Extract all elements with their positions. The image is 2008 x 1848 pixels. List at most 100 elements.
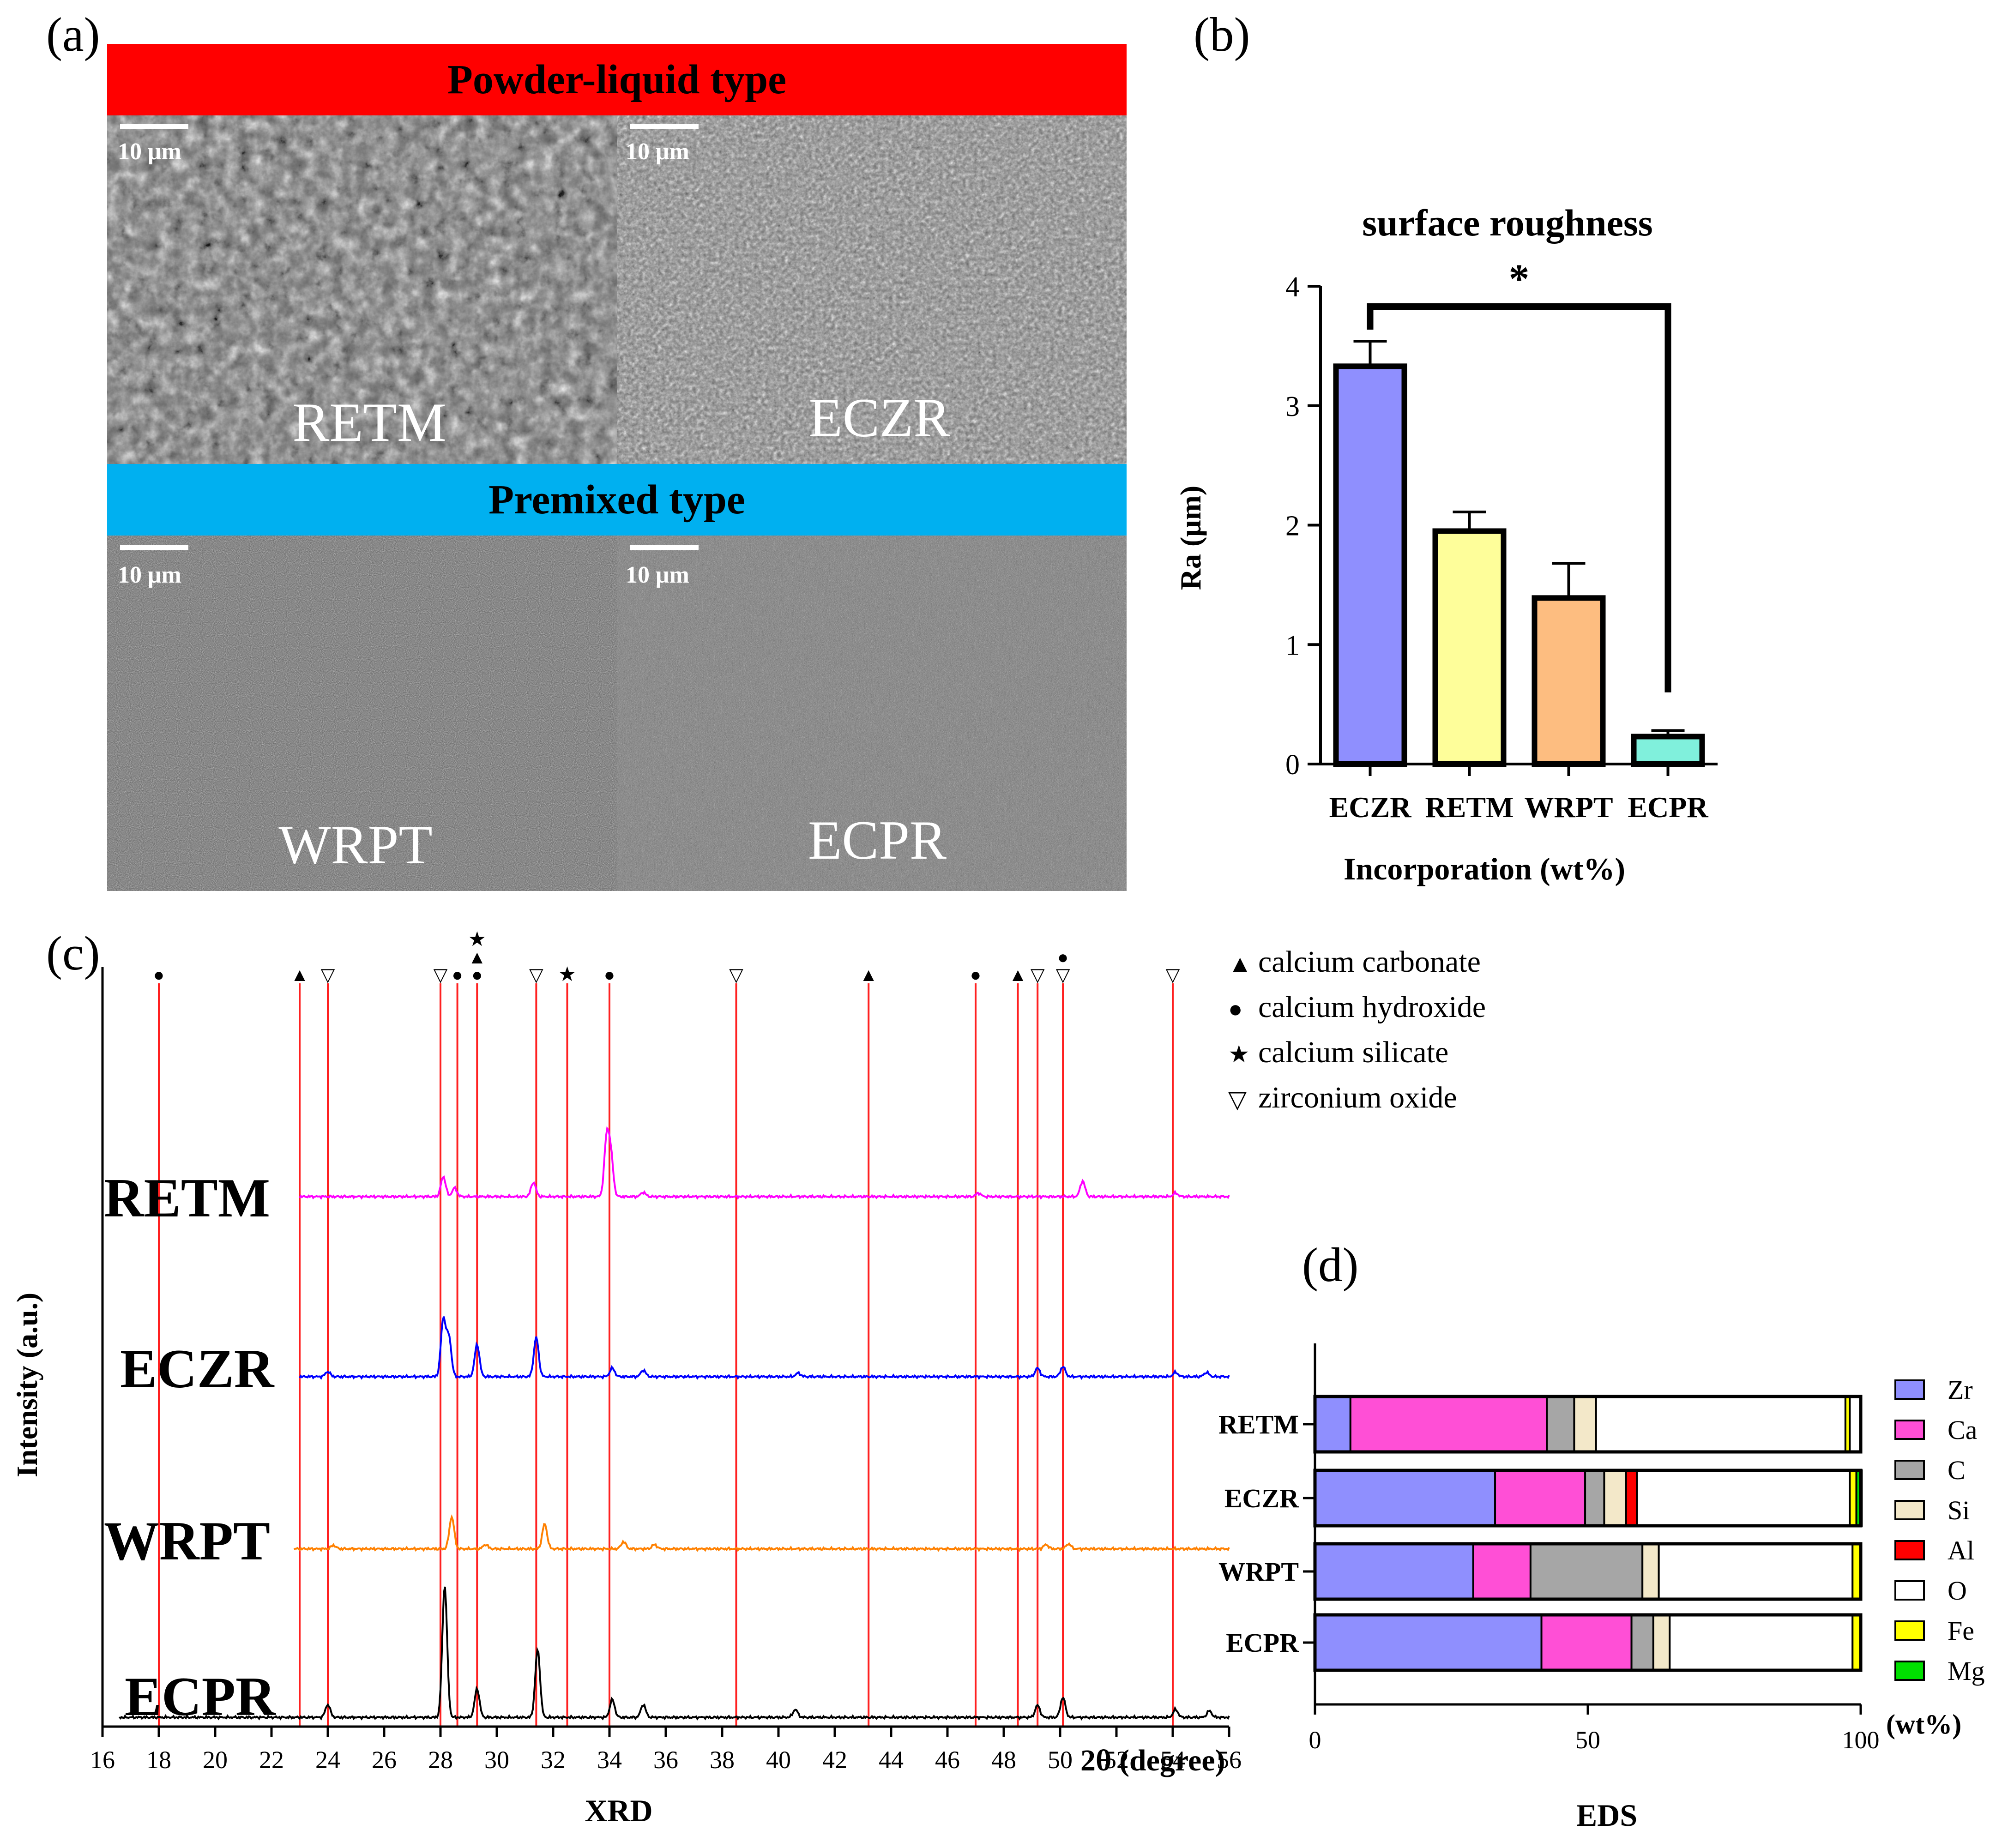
x-tick-label: 38	[710, 1746, 735, 1774]
panel-d: (d) EDS (wt%) 0 50 100 RETM ECZR WRPT ECPR Zr C…	[1218, 1238, 1985, 1833]
segment-c	[1529, 1543, 1644, 1600]
phase-marker: ▽	[1031, 964, 1045, 985]
significance-bracket	[1367, 303, 1671, 692]
phase-marker: ▽	[434, 964, 448, 985]
x-tick-label: 36	[653, 1746, 678, 1774]
legend-label: calcium hydroxide	[1258, 990, 1486, 1024]
x-tick-label: 32	[541, 1746, 566, 1774]
phase-marker: ★	[468, 928, 486, 951]
y-tick-label: 0	[1285, 749, 1300, 781]
panel-c: (c) Intensity (a.u.) XRD 2θ (degree) 16 1…	[11, 926, 1486, 1828]
legend-swatch	[1894, 1580, 1925, 1601]
legend-swatch	[1894, 1540, 1925, 1560]
sem-image-ecpr: ECPR 10 μm	[617, 536, 1127, 891]
x-tick-label: RETM	[1425, 791, 1514, 824]
panel-c-label: (c)	[46, 926, 100, 980]
segment-si	[1641, 1543, 1660, 1600]
phase-marker: ●	[452, 964, 463, 985]
category-label: ECZR	[1224, 1483, 1299, 1513]
x-tick-label: 30	[484, 1746, 509, 1774]
segment-zr	[1314, 1396, 1351, 1453]
segment-c	[1584, 1469, 1605, 1527]
x-tick-label: 40	[766, 1746, 791, 1774]
banner-mid	[107, 464, 1127, 536]
legend-swatch	[1894, 1500, 1925, 1520]
x-tick-label: 34	[597, 1746, 622, 1774]
sem-image-wrpt: WRPT 10 μm	[107, 536, 617, 891]
phase-marker: ▽	[729, 964, 743, 985]
significance-star: *	[1509, 256, 1530, 302]
legend-swatch	[1894, 1420, 1925, 1440]
segment-fe	[1844, 1396, 1851, 1453]
y-tick-label: 1	[1285, 630, 1300, 661]
x-tick-label: WRPT	[1525, 791, 1613, 824]
spectrum-label-ecpr: ECPR	[125, 1666, 276, 1727]
x-tick-label: 28	[428, 1746, 453, 1774]
segment-c	[1630, 1614, 1654, 1671]
segment-c	[1546, 1396, 1575, 1453]
scale-bar	[120, 545, 188, 550]
segment-o	[1595, 1396, 1846, 1453]
phase-marker: ●	[1057, 947, 1068, 968]
bar-ecpr	[1631, 734, 1705, 767]
chart-d-title: EDS	[1576, 1798, 1637, 1833]
segment-zr	[1314, 1543, 1474, 1600]
scale-bar-label: 10 μm	[626, 562, 689, 588]
x-tick-label: 100	[1842, 1726, 1880, 1754]
phase-marker: ▲	[859, 964, 878, 985]
y-tick-label: 4	[1285, 271, 1300, 303]
bar-wrpt	[1532, 595, 1606, 767]
x-tick-label: 48	[991, 1746, 1016, 1774]
x-tick-label: 20	[203, 1746, 228, 1774]
x-tick-label: ECPR	[1628, 791, 1708, 824]
phase-marker: ●	[471, 964, 482, 985]
x-tick-label: 16	[90, 1746, 115, 1774]
banner-mid-text: Premixed type	[488, 477, 745, 523]
panel-a-label: (a)	[46, 7, 100, 61]
chart-b-ylabel: Ra (μm)	[1174, 486, 1207, 590]
panel-a: (a) Powder-liquid type RETM 10 μm ECZR 1…	[46, 7, 1127, 891]
scale-bar-label: 10 μm	[626, 138, 689, 165]
x-tick-label: 50	[1575, 1726, 1600, 1754]
phase-marker: ▲	[468, 947, 487, 968]
spectrum-label-retm: RETM	[104, 1167, 270, 1228]
bar-outline	[1313, 1613, 1863, 1672]
segment-ca	[1472, 1543, 1532, 1600]
scale-bar-label: 10 μm	[118, 138, 181, 165]
spectrum-ecpr	[119, 1586, 1230, 1721]
phase-marker: ●	[970, 964, 981, 985]
y-tick-label: 2	[1285, 511, 1300, 542]
spectrum-label-eczr: ECZR	[120, 1338, 275, 1399]
legend-swatch	[1894, 1620, 1925, 1641]
legend-label: C	[1948, 1455, 1966, 1485]
x-tick-label: 42	[822, 1746, 847, 1774]
legend-label: Fe	[1948, 1616, 1974, 1646]
panel-b: (b) surface roughness Ra (μm) Incorporat…	[1174, 7, 1718, 886]
legend-label: Ca	[1948, 1415, 1977, 1445]
legend-label: zirconium oxide	[1258, 1081, 1457, 1114]
chart-b-xlabel: Incorporation (wt%)	[1344, 851, 1625, 886]
phase-marker: ●	[604, 964, 615, 985]
chart-c-title: XRD	[585, 1793, 652, 1828]
legend-label: Zr	[1948, 1375, 1973, 1405]
scale-bar	[630, 124, 699, 129]
legend-symbol: ★	[1228, 1041, 1250, 1068]
x-tick-label: 46	[935, 1746, 960, 1774]
bar-retm	[1432, 528, 1507, 767]
legend-label: Si	[1948, 1495, 1970, 1525]
sem-image-eczr: ECZR 10 μm	[617, 115, 1127, 464]
segment-o	[1658, 1543, 1854, 1600]
bar-outline	[1313, 1469, 1863, 1528]
phase-marker: ▽	[1166, 964, 1180, 985]
category-label: ECPR	[1226, 1628, 1299, 1658]
bar-outline	[1313, 1542, 1863, 1601]
bar-outline	[1313, 1395, 1863, 1454]
chart-c-ylabel: Intensity (a.u.)	[11, 1293, 43, 1477]
legend-label: calcium silicate	[1258, 1035, 1448, 1069]
segment-ca	[1349, 1396, 1548, 1453]
legend-label: Mg	[1948, 1656, 1985, 1686]
category-label: RETM	[1218, 1409, 1299, 1439]
x-tick-label: 44	[879, 1746, 904, 1774]
phase-marker: ▲	[1009, 964, 1027, 985]
x-tick-label: 18	[146, 1746, 171, 1774]
